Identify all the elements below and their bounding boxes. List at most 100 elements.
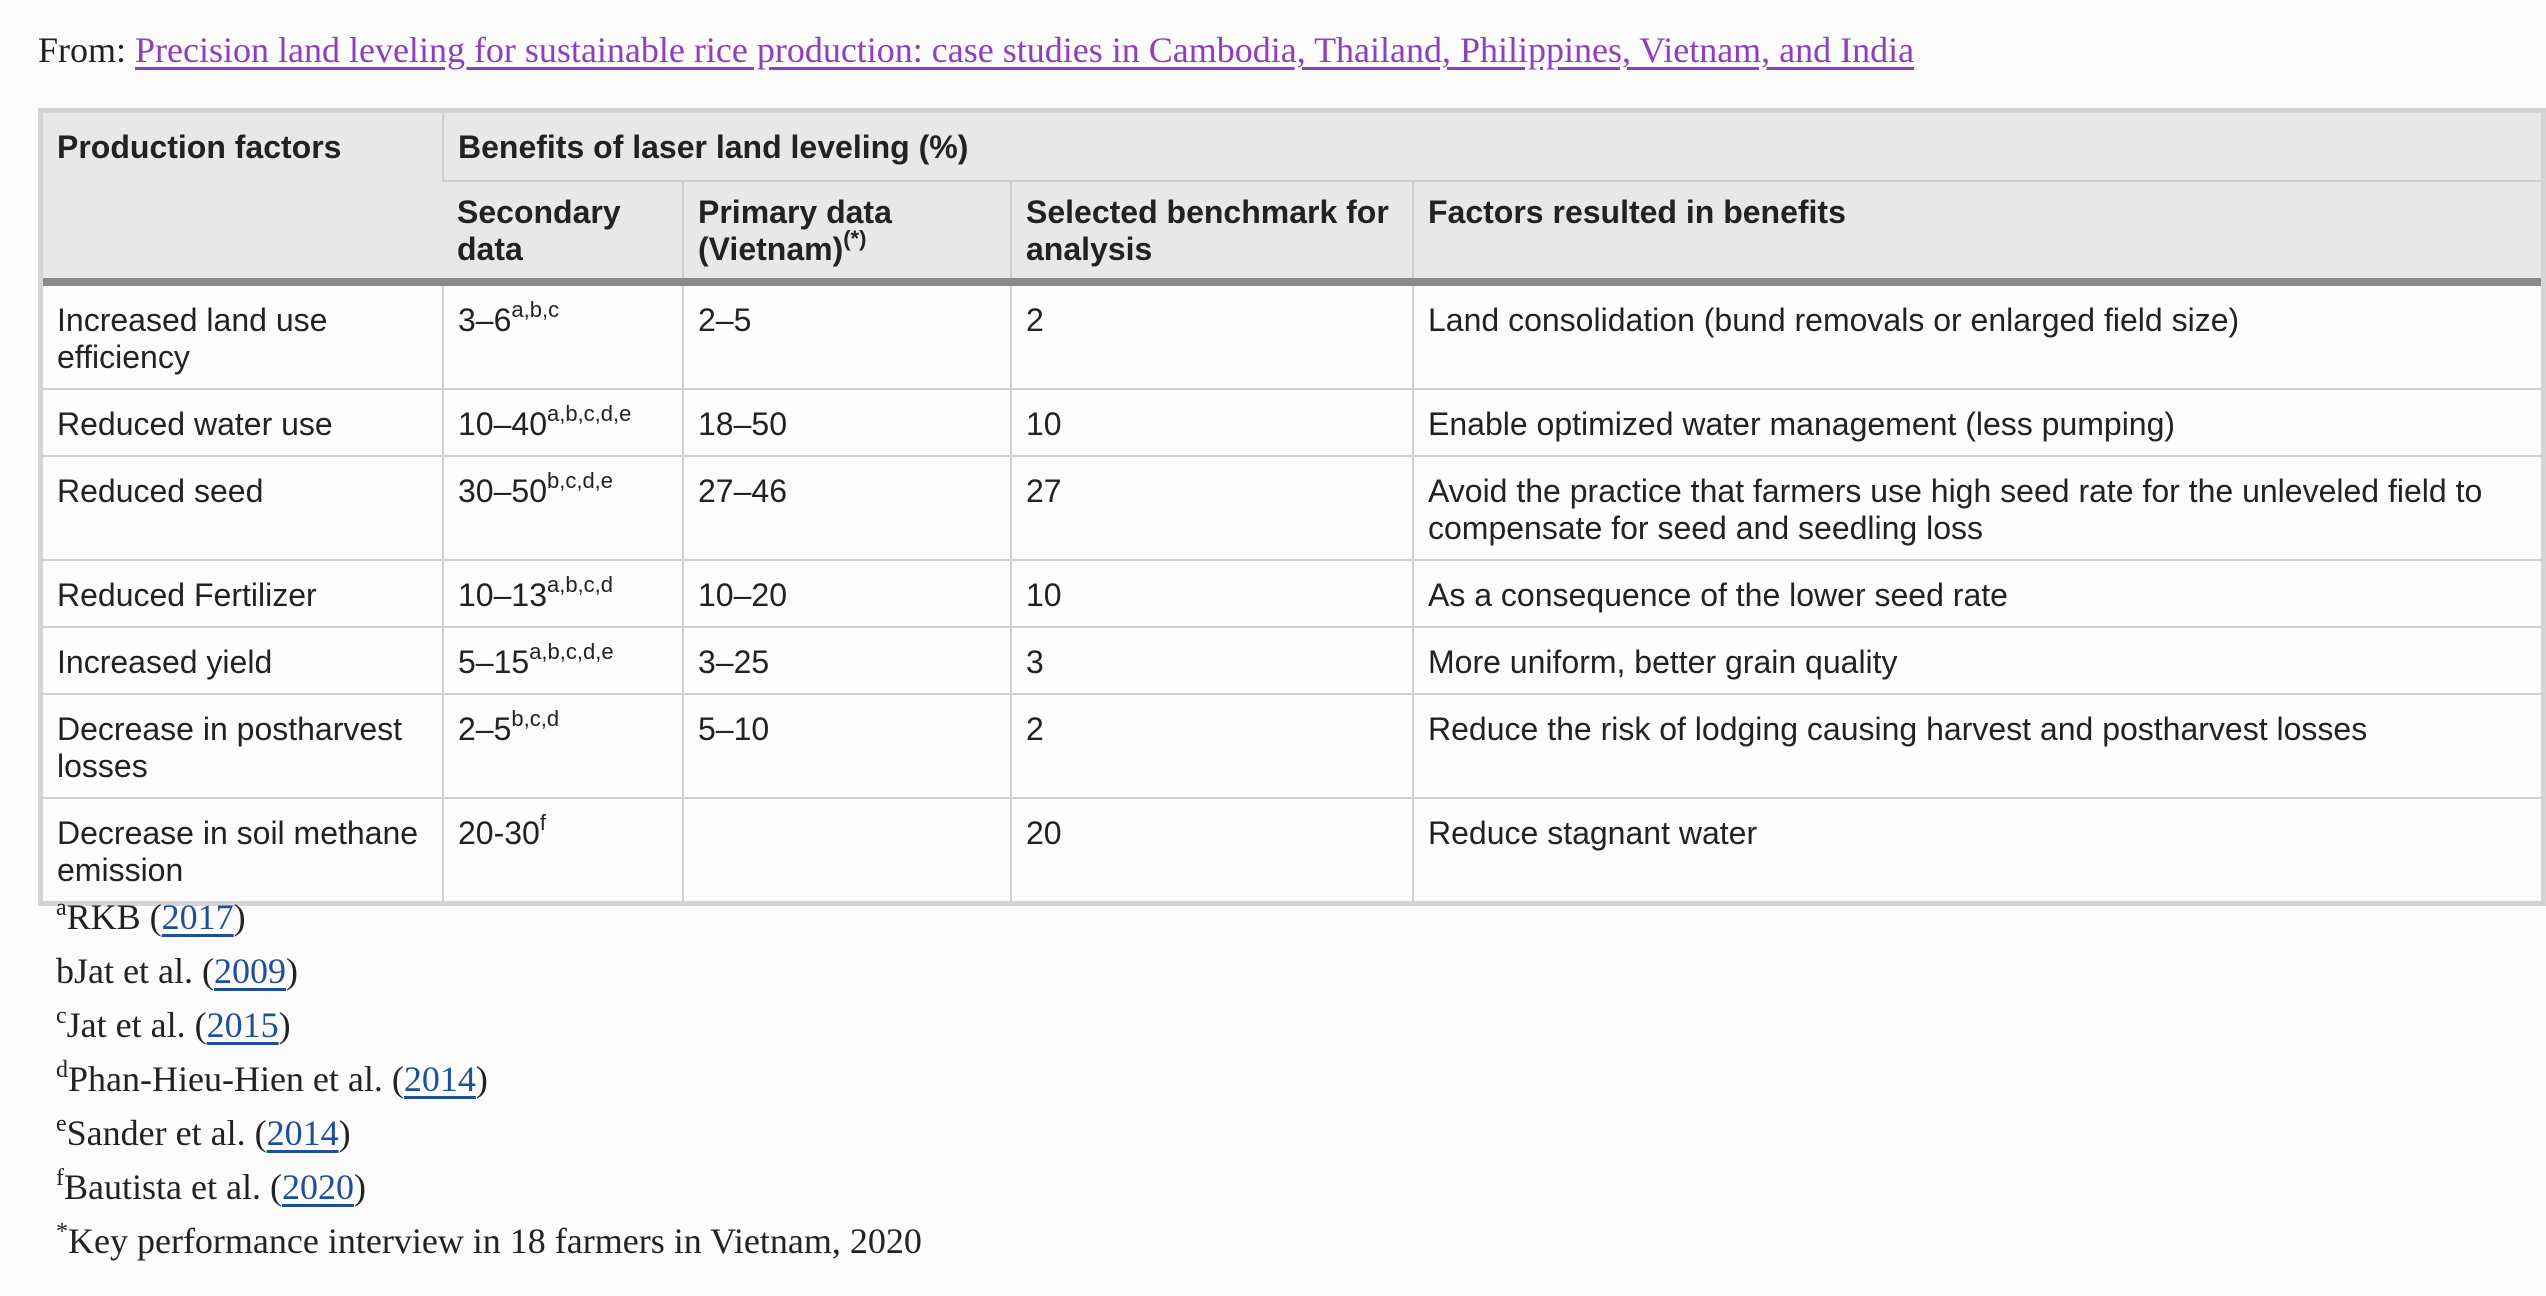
table-row: Increased land use efficiency 3–6a,b,c 2–5… <box>43 282 2541 389</box>
cell-benchmark-value: 3 <box>1026 644 1044 680</box>
cell-secondary: 10–13a,b,c,d <box>442 559 683 627</box>
table-row: Decrease in postharvest losses 2–5b,c,d 5–… <box>43 693 2541 798</box>
table-row: Reduced Fertilizer 10–13a,b,c,d 10–20 10 As … <box>43 559 2541 627</box>
footnote-f: fBautista et al. (2020) <box>56 1160 922 1214</box>
footnote-d: dPhan-Hieu-Hien et al. (2014) <box>56 1052 922 1106</box>
cell-benefit: Land consolidation (bund removals or enl… <box>1412 282 2541 389</box>
cell-benchmark-value: 2 <box>1026 302 1044 338</box>
table-row: Decrease in soil methane emission 20-30f 2… <box>43 797 2541 901</box>
cell-primary: 5–10 <box>682 693 1011 798</box>
footnote-year-link[interactable]: 2020 <box>281 1167 354 1207</box>
cell-factor-value: Reduced Fertilizer <box>57 577 317 613</box>
cell-benefit: Reduce the risk of lodging causing harve… <box>1412 693 2541 798</box>
cell-primary: 27–46 <box>682 455 1011 560</box>
cell-benefit-value: Reduce stagnant water <box>1428 815 1758 851</box>
cell-benefit: Reduce stagnant water <box>1412 797 2541 901</box>
footnote-close-paren: ) <box>475 1059 488 1099</box>
header-primary-label: Primary data (Vietnam) <box>698 194 892 267</box>
footnote-ref: a,b,c,d <box>546 572 614 597</box>
cell-benchmark: 2 <box>1010 282 1413 389</box>
footnote-close-paren: ) <box>233 897 246 937</box>
cell-primary: 2–5 <box>682 282 1011 389</box>
footnote-mark: b <box>56 951 74 991</box>
footnote-author: Phan-Hieu-Hien et al. ( <box>68 1059 404 1099</box>
cell-primary: 10–20 <box>682 559 1011 627</box>
cell-secondary-value: 20-30 <box>458 815 540 851</box>
header-benefits-group: Benefits of laser land leveling (%) <box>442 113 2541 182</box>
footnote-ref: b,c,d,e <box>546 468 614 493</box>
cell-benefit-value: Avoid the practice that farmers use high… <box>1428 473 2483 546</box>
footnote-b: bJat et al. (2009) <box>56 944 922 998</box>
footnote-author: RKB ( <box>66 897 162 937</box>
cell-factor: Increased yield <box>43 626 443 694</box>
cell-primary-value: 3–25 <box>698 644 770 680</box>
cell-benchmark-value: 2 <box>1026 711 1044 747</box>
cell-factor: Reduced seed <box>43 455 443 560</box>
footnote-year-link[interactable]: 2009 <box>213 951 286 991</box>
cell-secondary-value: 10–13 <box>458 577 547 613</box>
cell-benefit: More uniform, better grain quality <box>1412 626 2541 694</box>
table-body: Increased land use efficiency 3–6a,b,c 2–5… <box>43 282 2541 901</box>
cell-benefit: Enable optimized water management (less … <box>1412 388 2541 456</box>
cell-benefit: Avoid the practice that farmers use high… <box>1412 455 2541 560</box>
cell-primary-value: 5–10 <box>698 711 770 747</box>
footnote-year-link[interactable]: 2015 <box>206 1005 279 1045</box>
cell-primary-value: 2–5 <box>698 302 752 338</box>
cell-factor-value: Reduced water use <box>57 406 333 442</box>
source-article-link[interactable]: Precision land leveling for sustainable … <box>135 30 1915 70</box>
footnote-ref: a,b,c <box>511 297 560 322</box>
cell-benchmark-value: 20 <box>1026 815 1062 851</box>
cell-benchmark: 20 <box>1010 797 1413 901</box>
cell-benchmark: 10 <box>1010 559 1413 627</box>
cell-factor: Decrease in postharvest losses <box>43 693 443 798</box>
cell-secondary: 3–6a,b,c <box>442 282 683 389</box>
footnote-year-link[interactable]: 2014 <box>403 1059 476 1099</box>
header-benchmark: Selected benchmark for analysis <box>1010 181 1413 282</box>
footnote-ref: f <box>539 810 546 835</box>
cell-factor: Reduced Fertilizer <box>43 559 443 627</box>
cell-factor: Reduced water use <box>43 388 443 456</box>
cell-secondary-value: 10–40 <box>458 406 547 442</box>
cell-factor-value: Increased land use efficiency <box>57 302 328 375</box>
cell-benchmark-value: 27 <box>1026 473 1062 509</box>
footnote-close-paren: ) <box>338 1113 351 1153</box>
footnote-mark: * <box>56 1219 68 1245</box>
footnote-author: Jat et al. ( <box>66 1005 207 1045</box>
cell-factor-value: Reduced seed <box>57 473 264 509</box>
footnote-ref: b,c,d <box>511 706 560 731</box>
cell-primary-value: 18–50 <box>698 406 787 442</box>
footnote-author: Bautista et al. ( <box>64 1167 282 1207</box>
cell-benefit-value: Enable optimized water management (less … <box>1428 406 2176 442</box>
cell-primary-value: 10–20 <box>698 577 787 613</box>
footnotes: aRKB (2017) bJat et al. (2009) cJat et al.… <box>56 890 922 1268</box>
cell-secondary: 10–40a,b,c,d,e <box>442 388 683 456</box>
footnote-e: eSander et al. (2014) <box>56 1106 922 1160</box>
cell-secondary: 30–50b,c,d,e <box>442 455 683 560</box>
cell-primary <box>682 797 1011 901</box>
footnote-text: Key performance interview in 18 farmers … <box>68 1221 922 1261</box>
table-header: Production factors Benefits of laser lan… <box>43 113 2541 286</box>
footnote-year-link[interactable]: 2017 <box>161 897 234 937</box>
footnote-year-link[interactable]: 2014 <box>266 1113 339 1153</box>
footnote-mark: e <box>56 1111 67 1137</box>
header-primary-data: Primary data (Vietnam)(*) <box>682 181 1011 282</box>
cell-secondary: 2–5b,c,d <box>442 693 683 798</box>
cell-benefit-value: As a consequence of the lower seed rate <box>1428 577 2008 613</box>
cell-factor: Increased land use efficiency <box>43 282 443 389</box>
footnote-c: cJat et al. (2015) <box>56 998 922 1052</box>
cell-secondary-value: 5–15 <box>458 644 530 680</box>
header-primary-sup: (*) <box>843 226 867 251</box>
cell-factor: Decrease in soil methane emission <box>43 797 443 901</box>
cell-factor-value: Decrease in soil methane emission <box>57 815 419 888</box>
footnote-close-paren: ) <box>285 951 298 991</box>
table-row: Reduced seed 30–50b,c,d,e 27–46 27 Avoid the… <box>43 455 2541 560</box>
cell-benchmark: 27 <box>1010 455 1413 560</box>
cell-primary-value: 27–46 <box>698 473 787 509</box>
cell-primary: 18–50 <box>682 388 1011 456</box>
source-prefix: From: <box>38 30 136 70</box>
header-secondary-data: Secondary data <box>443 181 683 282</box>
footnote-mark: a <box>56 895 67 921</box>
cell-secondary: 20-30f <box>442 797 683 901</box>
table-row: Increased yield 5–15a,b,c,d,e 3–25 3 More un… <box>43 626 2541 694</box>
